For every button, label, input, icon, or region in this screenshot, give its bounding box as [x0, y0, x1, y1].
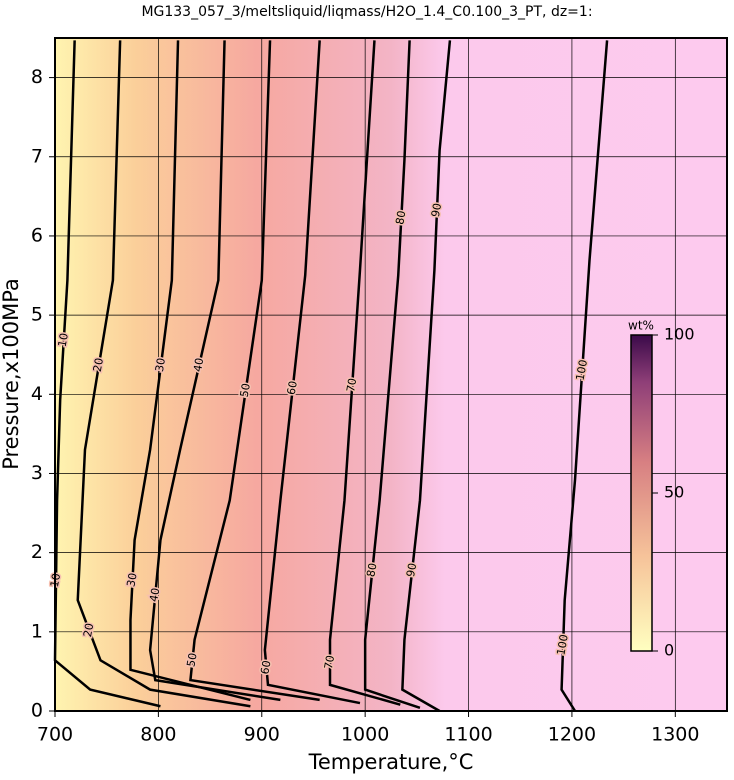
contour-label: 70 [344, 377, 359, 393]
colorbar-label: wt% [628, 319, 654, 333]
contour-label: 90 [429, 202, 444, 218]
contour-line [560, 40, 609, 712]
contour-line [129, 40, 251, 702]
y-tick-label: 2 [31, 541, 43, 563]
y-tick-label: 5 [31, 304, 43, 326]
contour-label: 50 [238, 382, 253, 398]
x-axis-label: Temperature,°C [308, 750, 474, 774]
y-tick-label: 4 [31, 383, 43, 405]
contour-label: 80 [364, 562, 379, 578]
contour-line [401, 40, 452, 713]
contour-line [263, 40, 361, 705]
x-tick-label: 700 [37, 724, 73, 746]
contour-label: 90 [404, 562, 419, 578]
contour-line [189, 40, 320, 702]
y-tick-label: 3 [31, 462, 43, 484]
contour-label: 60 [258, 659, 273, 675]
y-tick-label: 6 [31, 224, 43, 246]
y-tick-label: 0 [31, 700, 43, 722]
y-tick-label: 8 [31, 66, 43, 88]
x-tick-label: 1200 [548, 724, 596, 746]
y-tick-label: 1 [31, 620, 43, 642]
colorbar-tick-label: 100 [664, 325, 695, 344]
contour-line [53, 40, 161, 708]
colorbar-tick-label: 0 [664, 641, 674, 660]
contour-label: 60 [285, 380, 300, 396]
contour-line [363, 40, 421, 710]
contour-line [76, 40, 251, 708]
contour-label: 70 [322, 654, 337, 670]
x-tick-label: 1000 [341, 724, 389, 746]
contour-label: 30 [124, 572, 139, 588]
contour-label: 10 [56, 332, 71, 348]
contour-line [148, 40, 281, 702]
contour-label: 100 [574, 359, 590, 382]
y-tick-label: 7 [31, 145, 43, 167]
plot-frame [54, 37, 728, 712]
x-tick-label: 1300 [651, 724, 699, 746]
x-tick-label: 800 [140, 724, 176, 746]
x-tick-label: 900 [244, 724, 280, 746]
x-tick-label: 1100 [444, 724, 492, 746]
contour-label: 40 [191, 357, 206, 373]
contour-line [328, 40, 401, 706]
contour-label: 20 [81, 622, 96, 638]
contour-label: 40 [147, 587, 162, 603]
colorbar [630, 334, 653, 652]
colorbar-tick-label: 50 [664, 483, 684, 502]
contour-label: 30 [153, 357, 168, 373]
chart-title: MG133_057_3/meltsliquid/liqmass/H2O_1.4_… [141, 4, 592, 20]
contour-label: 80 [393, 210, 408, 226]
y-axis-label: Pressure,x100MPa [0, 278, 23, 470]
contour-label: 100 [554, 633, 570, 656]
contour-label: 50 [184, 652, 199, 668]
contour-label: 20 [91, 357, 106, 373]
